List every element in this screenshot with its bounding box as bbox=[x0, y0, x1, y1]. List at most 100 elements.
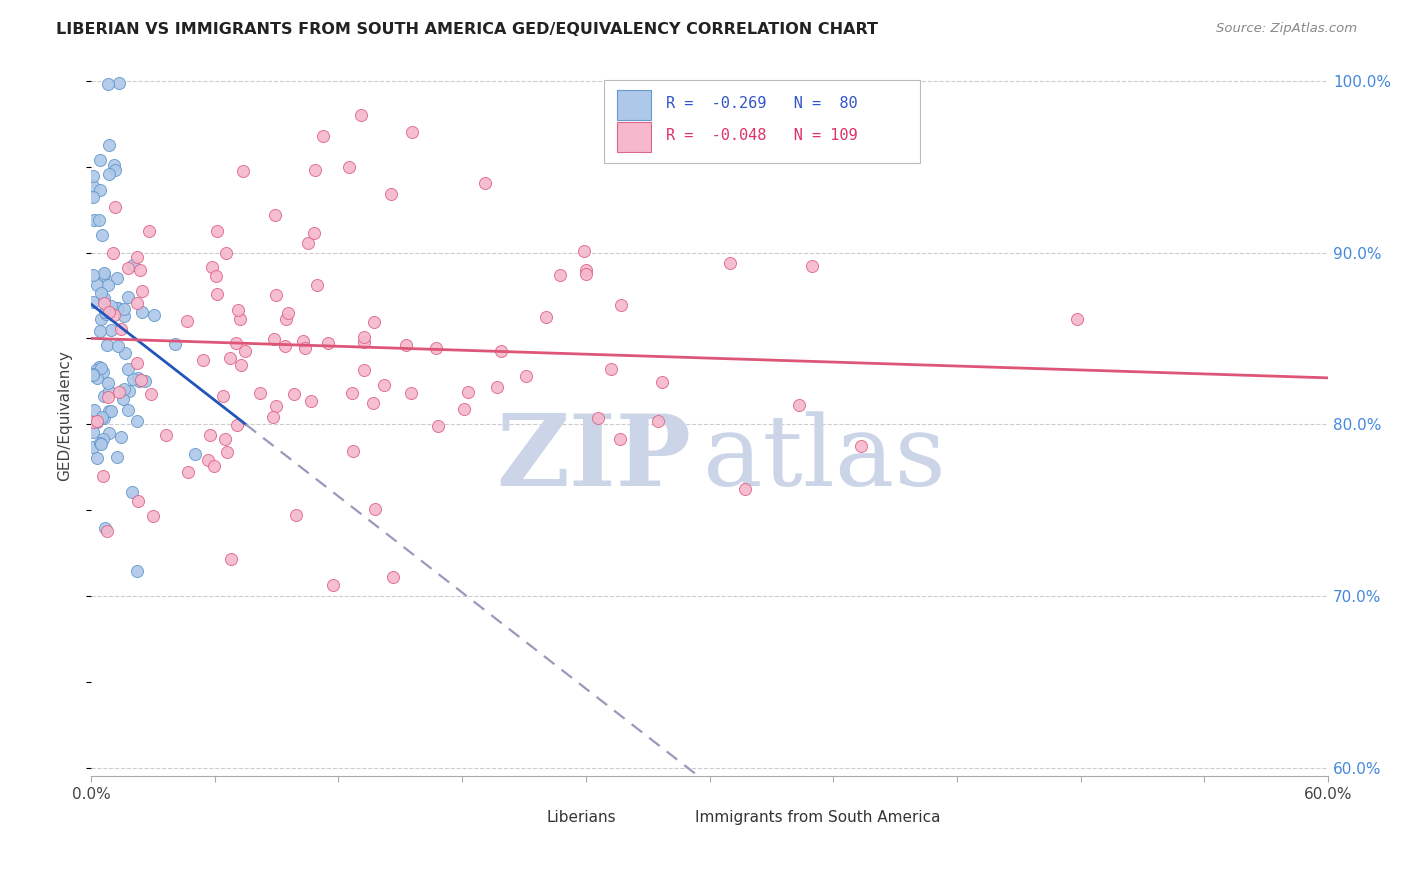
Point bbox=[86, 414, 108, 428]
Point bbox=[274, 312, 297, 326]
Point bbox=[263, 332, 285, 346]
Point bbox=[363, 315, 385, 329]
Point bbox=[353, 363, 375, 377]
Point bbox=[202, 459, 225, 474]
Text: Source: ZipAtlas.com: Source: ZipAtlas.com bbox=[1216, 22, 1357, 36]
Point bbox=[588, 411, 610, 425]
Point bbox=[82, 425, 104, 439]
Point bbox=[232, 164, 254, 178]
Point bbox=[86, 450, 108, 465]
Point bbox=[215, 246, 238, 260]
Point bbox=[515, 368, 537, 383]
Point bbox=[534, 310, 557, 324]
Point bbox=[453, 401, 475, 416]
Point bbox=[125, 296, 148, 310]
Point bbox=[93, 411, 115, 425]
Point bbox=[316, 336, 339, 351]
Point bbox=[283, 387, 305, 401]
Point bbox=[118, 384, 141, 398]
Point bbox=[96, 308, 118, 322]
Point bbox=[226, 303, 249, 318]
Point bbox=[83, 213, 105, 227]
Point bbox=[90, 437, 112, 451]
Point bbox=[264, 399, 287, 413]
Point bbox=[399, 385, 422, 400]
Point bbox=[87, 213, 110, 227]
Point bbox=[93, 389, 115, 403]
Point bbox=[89, 183, 111, 197]
Point bbox=[350, 107, 373, 121]
Point bbox=[142, 308, 165, 322]
Point bbox=[263, 209, 285, 223]
Point bbox=[734, 482, 756, 496]
Point bbox=[225, 336, 247, 351]
Point bbox=[221, 551, 243, 566]
Text: R =  -0.048   N = 109: R = -0.048 N = 109 bbox=[666, 128, 858, 144]
Point bbox=[82, 368, 104, 382]
Point bbox=[103, 308, 125, 322]
Point bbox=[82, 441, 104, 455]
Point bbox=[647, 414, 669, 428]
Point bbox=[127, 370, 149, 384]
Point bbox=[127, 493, 149, 508]
Point bbox=[201, 260, 224, 275]
Point bbox=[86, 371, 108, 385]
Text: LIBERIAN VS IMMIGRANTS FROM SOUTH AMERICA GED/EQUIVALENCY CORRELATION CHART: LIBERIAN VS IMMIGRANTS FROM SOUTH AMERIC… bbox=[56, 22, 879, 37]
Point bbox=[312, 128, 335, 143]
Point bbox=[82, 295, 104, 310]
Point bbox=[191, 352, 214, 367]
FancyBboxPatch shape bbox=[605, 80, 920, 163]
Point bbox=[103, 163, 125, 178]
Point bbox=[218, 351, 240, 366]
Point bbox=[233, 344, 256, 359]
Point bbox=[107, 301, 129, 315]
Point bbox=[184, 447, 207, 461]
Point bbox=[101, 245, 124, 260]
Point bbox=[1066, 312, 1088, 326]
Point bbox=[205, 269, 228, 284]
Point bbox=[82, 169, 104, 184]
Point bbox=[211, 389, 233, 403]
Point bbox=[103, 158, 125, 172]
Point bbox=[82, 179, 104, 194]
Point bbox=[112, 382, 135, 396]
Point bbox=[86, 278, 108, 293]
Point bbox=[100, 299, 122, 313]
Point bbox=[134, 374, 156, 388]
Point bbox=[231, 358, 253, 372]
Point bbox=[93, 266, 115, 280]
Point bbox=[128, 375, 150, 389]
Point bbox=[96, 338, 118, 352]
Point bbox=[155, 428, 177, 442]
Point bbox=[274, 339, 297, 353]
Point bbox=[373, 378, 395, 392]
Point bbox=[127, 356, 149, 370]
Point bbox=[121, 372, 143, 386]
Point bbox=[249, 386, 271, 401]
Point bbox=[91, 433, 114, 447]
Point bbox=[262, 409, 284, 424]
Point bbox=[121, 485, 143, 500]
Point bbox=[86, 363, 108, 377]
Point bbox=[86, 415, 108, 429]
Point bbox=[105, 450, 128, 464]
Point bbox=[110, 430, 132, 444]
Point bbox=[299, 394, 322, 409]
Point bbox=[229, 311, 252, 326]
Point bbox=[105, 301, 128, 316]
Point bbox=[96, 524, 118, 539]
Point bbox=[401, 125, 423, 139]
Point bbox=[427, 419, 450, 434]
Point bbox=[117, 290, 139, 304]
Point bbox=[112, 392, 135, 407]
Point bbox=[117, 362, 139, 376]
Point bbox=[610, 298, 633, 312]
Point bbox=[651, 375, 673, 389]
Point bbox=[284, 508, 307, 522]
Point bbox=[142, 509, 165, 524]
Point bbox=[294, 342, 316, 356]
Point bbox=[107, 339, 129, 353]
Point bbox=[395, 338, 418, 352]
Point bbox=[90, 361, 112, 376]
Point bbox=[98, 305, 121, 319]
